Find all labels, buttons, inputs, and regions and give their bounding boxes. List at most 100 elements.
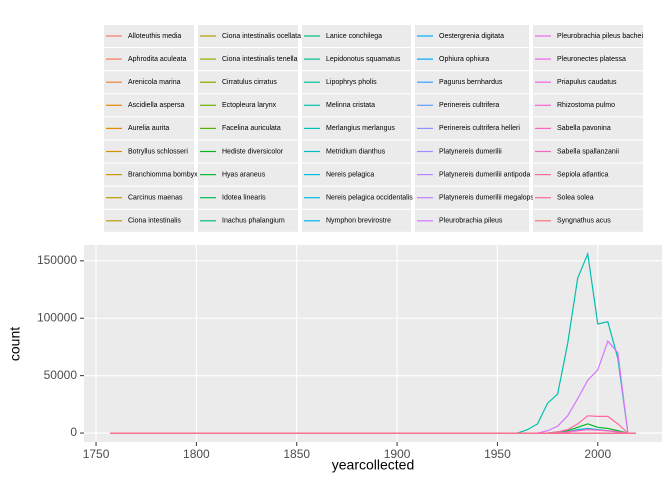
legend-key-bg [533, 186, 643, 209]
legend-key-bg [415, 71, 529, 94]
legend-key-bg [533, 71, 643, 94]
legend-label: Oestergrenia digitata [439, 33, 504, 40]
legend-key-bg [104, 25, 194, 47]
legend-key-bg [198, 186, 298, 209]
y-tick-label: 100000 [37, 310, 77, 324]
legend-label: Perinereis cultrifera helleri [439, 125, 520, 132]
legend-key-bg [533, 25, 643, 47]
legend-label: Alloteuthis media [128, 33, 181, 40]
x-tick-label: 1950 [484, 447, 511, 461]
legend-key-bg [533, 48, 643, 71]
y-axis-label: count [7, 327, 23, 361]
legend-label: Pleurobrachia pileus [439, 218, 503, 225]
legend-label: Sabella pavonina [557, 125, 611, 132]
legend-key-bg [302, 94, 411, 117]
legend-key-bg [302, 140, 411, 163]
legend-label: Lipophrys pholis [326, 79, 377, 86]
legend-key-bg [302, 163, 411, 186]
legend-key-bg [302, 117, 411, 140]
legend-key-bg [104, 71, 194, 94]
legend-label: Pleurobrachia pileus bachei [557, 33, 643, 40]
legend-label: Inachus phalangium [222, 218, 285, 225]
legend-label: Cirratulus cirratus [222, 79, 277, 86]
legend-label: Nymphon brevirostre [326, 218, 391, 225]
legend-label: Pagurus bernhardus [439, 79, 503, 86]
y-tick-label: 0 [70, 425, 77, 439]
legend-label: Priapulus caudatus [557, 79, 617, 86]
legend-label: Aphrodita aculeata [128, 56, 186, 63]
legend-label: Nereis pelagica occidentalis [326, 195, 413, 202]
legend-label: Ciona intestinalis ocellata [222, 33, 301, 40]
legend-label: Aurelia aurita [128, 125, 169, 132]
legend-label: Lanice conchilega [326, 33, 382, 40]
legend-label: Sabella spallanzanii [557, 148, 619, 155]
legend-label: Hyas araneus [222, 171, 266, 178]
legend-label: Ophiura ophiura [439, 56, 489, 63]
x-tick-label: 1850 [283, 447, 310, 461]
legend-label: Metridium dianthus [326, 148, 386, 155]
legend-label: Merlangius merlangus [326, 125, 395, 132]
legend-key-bg [533, 209, 643, 232]
legend-key-bg [104, 163, 194, 186]
legend-key-bg [302, 48, 411, 71]
legend-key-bg [302, 186, 411, 209]
legend-label: Facelina auriculata [222, 125, 281, 132]
panel [84, 245, 662, 442]
legend-key-bg [104, 117, 194, 140]
legend-key-bg [198, 71, 298, 94]
legend-key-bg [302, 209, 411, 232]
legend-key-bg [415, 94, 529, 117]
legend-key-bg [533, 94, 643, 117]
legend-label: Ascidiella aspersa [128, 102, 185, 109]
x-tick-label: 1800 [183, 447, 210, 461]
legend-label: Carcinus maenas [128, 195, 183, 202]
legend-key-bg [198, 163, 298, 186]
legend-label: Platynereis dumerilii [439, 148, 502, 155]
legend-label: Botryllus schlosseri [128, 148, 188, 155]
legend-key-bg [198, 25, 298, 47]
legend-key-bg [198, 48, 298, 71]
y-tick-label: 50000 [44, 368, 78, 382]
legend-key-bg [198, 94, 298, 117]
legend-label: Ciona intestinalis tenella [222, 56, 298, 63]
legend-label: Perinereis cultrifera [439, 102, 499, 109]
legend-key-bg [104, 140, 194, 163]
series-line [110, 251, 636, 434]
legend-label: Platynereis dumerilii antipoda [439, 171, 531, 178]
legend-label: Rhizostoma pulmo [557, 102, 615, 109]
y-tick-label: 150000 [37, 253, 77, 267]
legend-label: Lepidonotus squamatus [326, 56, 401, 63]
legend-label: Branchiomma bombyx [128, 171, 198, 178]
legend-label: Ectopleura larynx [222, 102, 277, 109]
legend-key-bg [302, 71, 411, 94]
legend-label: Hediste diversicolor [222, 148, 284, 155]
legend-label: Pleuronectes platessa [557, 56, 626, 63]
legend-key-bg [415, 163, 529, 186]
legend-label: Syngnathus acus [557, 218, 611, 225]
legend-label: Platynereis dumerilii megalops [439, 195, 534, 202]
legend-key-bg [198, 117, 298, 140]
legend-key-bg [533, 163, 643, 186]
legend-key-bg [533, 140, 643, 163]
x-tick-label: 2000 [584, 447, 611, 461]
legend-key-bg [104, 209, 194, 232]
legend-key-bg [104, 48, 194, 71]
legend-key-bg [104, 186, 194, 209]
legend-key-bg [302, 25, 411, 47]
legend-label: Solea solea [557, 195, 594, 202]
x-axis-label: yearcollected [332, 457, 415, 473]
legend-label: Ciona intestinalis [128, 218, 181, 225]
x-tick-label: 1900 [384, 447, 411, 461]
legend-key-bg [104, 94, 194, 117]
legend-key-bg [198, 140, 298, 163]
legend-label: Arenicola marina [128, 79, 181, 86]
legend-key-bg [415, 186, 529, 209]
legend-label: Nereis pelagica [326, 171, 374, 178]
legend-key-bg [415, 117, 529, 140]
legend-key-bg [415, 209, 529, 232]
legend-key-bg [198, 209, 298, 232]
legend-key-bg [533, 117, 643, 140]
legend-label: Melinna cristata [326, 102, 375, 109]
legend-key-bg [415, 48, 529, 71]
